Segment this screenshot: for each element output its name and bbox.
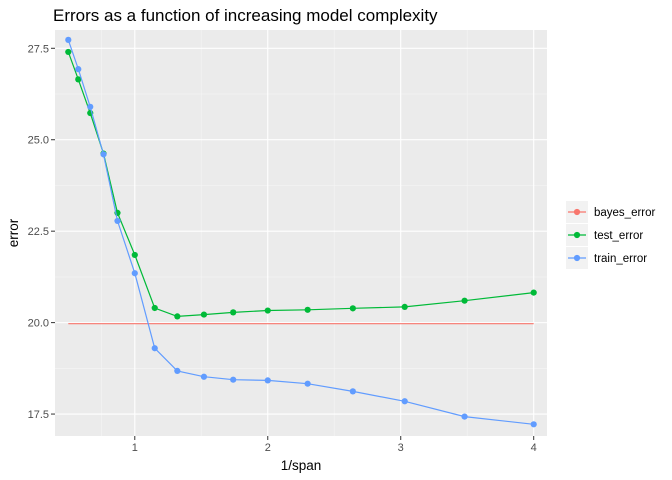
data-point-test_error xyxy=(230,309,237,316)
data-point-test_error xyxy=(75,76,82,83)
data-point-test_error xyxy=(200,311,208,318)
data-point-train_error xyxy=(65,36,72,43)
data-point-train_error xyxy=(401,398,408,405)
x-axis: 1 2 3 4 xyxy=(132,436,537,454)
data-point-test_error xyxy=(131,251,138,259)
plot-panel xyxy=(55,30,547,436)
legend-label: train_error xyxy=(594,253,647,265)
x-tick-label: 3 xyxy=(398,442,404,454)
legend-key-point xyxy=(573,208,581,216)
data-point-test_error xyxy=(349,305,356,312)
data-point-train_error xyxy=(230,376,237,383)
data-point-train_error xyxy=(174,367,181,374)
series-line-test_error xyxy=(67,51,534,318)
data-point-test_error xyxy=(151,304,158,312)
data-point-train_error xyxy=(151,345,158,352)
legend-item-bayes_error: bayes_error xyxy=(566,201,656,223)
data-point-test_error xyxy=(401,303,408,310)
y-tick-label: 17.5 xyxy=(28,409,49,421)
data-point-train_error xyxy=(114,217,121,225)
data-point-test_error xyxy=(530,289,537,296)
data-point-test_error xyxy=(174,313,181,320)
data-point-train_error xyxy=(100,151,107,158)
legend-item-train_error: train_error xyxy=(566,247,647,269)
legend-label: test_error xyxy=(594,230,643,242)
x-tick-label: 4 xyxy=(531,442,537,454)
series-line-train_error xyxy=(67,39,534,425)
legend-label: bayes_error xyxy=(594,207,656,219)
chart-title: Errors as a function of increasing model… xyxy=(53,6,438,25)
data-point-train_error xyxy=(461,413,468,420)
legend-item-test_error: test_error xyxy=(566,224,643,246)
data-point-train_error xyxy=(75,66,82,73)
legend: bayes_error test_error train_error xyxy=(566,201,656,269)
data-point-test_error xyxy=(304,306,311,313)
data-point-train_error xyxy=(87,103,94,110)
y-tick-label: 25.0 xyxy=(28,135,49,147)
y-tick-label: 22.5 xyxy=(28,226,49,238)
x-tick-label: 2 xyxy=(265,442,271,454)
series-layer xyxy=(65,36,537,428)
legend-key-point xyxy=(573,231,581,239)
data-point-train_error xyxy=(304,380,311,387)
x-tick-label: 1 xyxy=(132,442,138,454)
legend-key-point xyxy=(573,254,581,262)
y-axis-title: error xyxy=(6,218,21,247)
data-point-train_error xyxy=(349,388,356,395)
data-point-train_error xyxy=(264,377,271,384)
y-tick-label: 20.0 xyxy=(28,318,49,330)
y-tick-label: 27.5 xyxy=(28,43,49,55)
x-axis-title: 1/span xyxy=(281,458,322,473)
data-point-train_error xyxy=(200,373,208,380)
data-point-train_error xyxy=(530,421,537,428)
data-point-train_error xyxy=(131,270,138,277)
data-point-test_error xyxy=(264,307,271,314)
y-axis: 17.5 20.0 22.5 25.0 27.5 xyxy=(28,43,55,421)
data-point-test_error xyxy=(65,48,72,56)
data-point-test_error xyxy=(461,297,468,304)
